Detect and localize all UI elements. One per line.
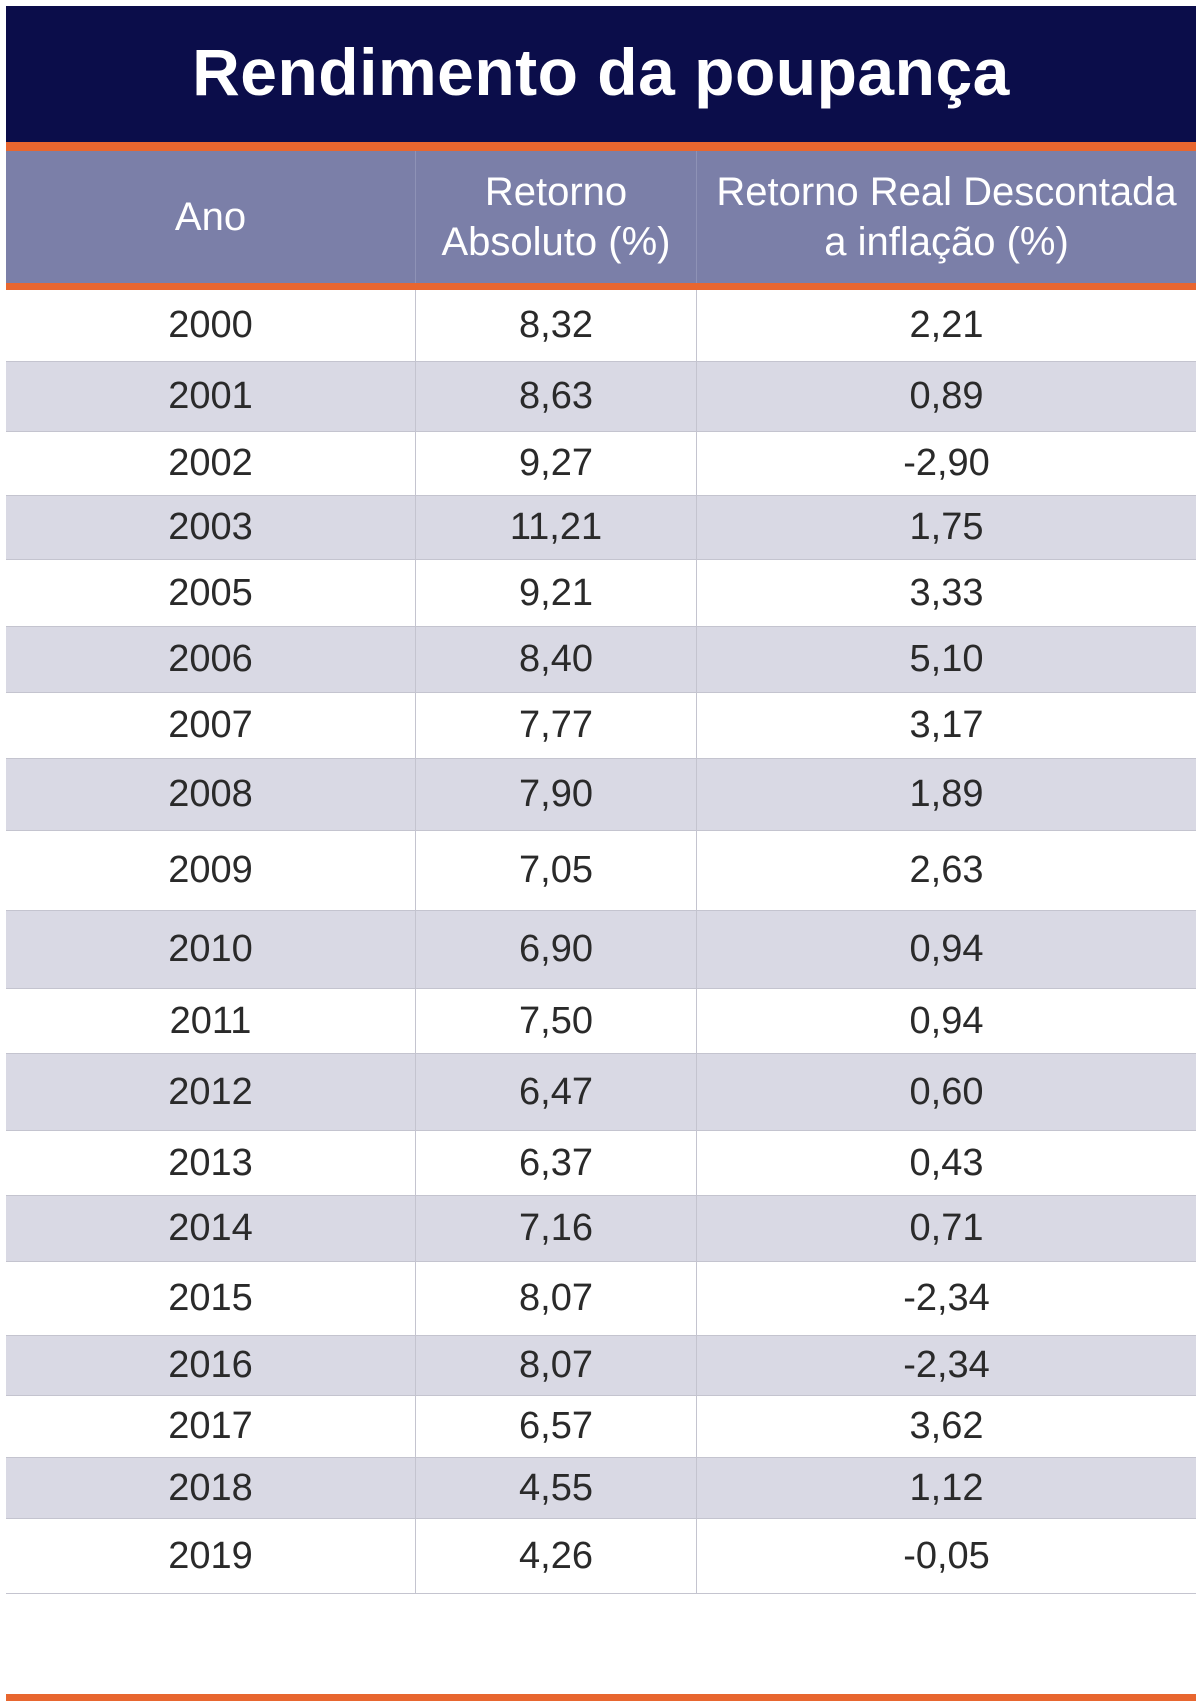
cell-real-return: -2,90 <box>696 432 1196 495</box>
cell-absolute-return: 7,16 <box>415 1196 696 1261</box>
cell-absolute-return: 7,50 <box>415 989 696 1053</box>
cell-absolute-return: 9,21 <box>415 560 696 626</box>
cell-real-return: 0,60 <box>696 1054 1196 1130</box>
cell-absolute-return: 8,07 <box>415 1262 696 1335</box>
cell-real-return: -2,34 <box>696 1336 1196 1395</box>
table-row: 2018 4,55 1,12 <box>6 1458 1196 1519</box>
cell-real-return: 0,43 <box>696 1131 1196 1195</box>
cell-absolute-return: 8,40 <box>415 627 696 692</box>
cell-real-return: 3,33 <box>696 560 1196 626</box>
cell-year: 2007 <box>168 704 253 746</box>
column-header-absolute-return: Retorno Absoluto (%) <box>415 151 696 283</box>
cell-year: 2010 <box>168 928 253 970</box>
cell-year: 2014 <box>168 1207 253 1249</box>
cell-absolute-return: 4,55 <box>415 1458 696 1518</box>
table-row: 2016 8,07 -2,34 <box>6 1336 1196 1396</box>
column-header-year: Ano <box>174 195 247 239</box>
cell-year: 2017 <box>168 1405 253 1447</box>
cell-year: 2000 <box>168 304 253 346</box>
cell-absolute-return: 8,07 <box>415 1336 696 1395</box>
table-row: 2014 7,16 0,71 <box>6 1196 1196 1262</box>
cell-absolute-return: 11,21 <box>415 496 696 559</box>
cell-year: 2003 <box>168 506 253 548</box>
table-row: 2013 6,37 0,43 <box>6 1131 1196 1196</box>
table-row: 2005 9,21 3,33 <box>6 560 1196 627</box>
table-row: 2015 8,07 -2,34 <box>6 1262 1196 1336</box>
bottom-border-line <box>6 1694 1196 1701</box>
table-row: 2019 4,26 -0,05 <box>6 1519 1196 1594</box>
cell-year: 2008 <box>168 773 253 815</box>
table-row: 2009 7,05 2,63 <box>6 831 1196 911</box>
table-row: 2007 7,77 3,17 <box>6 693 1196 759</box>
cell-real-return: 0,94 <box>696 911 1196 988</box>
table-row: 2006 8,40 5,10 <box>6 627 1196 693</box>
cell-absolute-return: 7,90 <box>415 759 696 830</box>
cell-year: 2006 <box>168 638 253 680</box>
cell-absolute-return: 8,32 <box>415 290 696 361</box>
cell-year: 2005 <box>168 571 253 614</box>
savings-table: Rendimento da poupança Ano Retorno Absol… <box>6 6 1196 1701</box>
cell-absolute-return: 4,26 <box>415 1519 696 1593</box>
cell-absolute-return: 7,05 <box>415 831 696 910</box>
cell-real-return: 0,89 <box>696 362 1196 431</box>
column-header-real-return: Retorno Real Descontada a inflação (%) <box>696 151 1196 283</box>
header-divider-line <box>6 283 1196 290</box>
table-row: 2008 7,90 1,89 <box>6 759 1196 831</box>
cell-real-return: 1,12 <box>696 1458 1196 1518</box>
table-row: 2017 6,57 3,62 <box>6 1396 1196 1458</box>
table-row: 2002 9,27 -2,90 <box>6 432 1196 496</box>
cell-real-return: -2,34 <box>696 1262 1196 1335</box>
cell-real-return: 2,63 <box>696 831 1196 910</box>
table-title-bar: Rendimento da poupança <box>6 6 1196 142</box>
cell-real-return: 1,89 <box>696 759 1196 830</box>
table-row: 2010 6,90 0,94 <box>6 911 1196 989</box>
cell-absolute-return: 6,90 <box>415 911 696 988</box>
cell-year: 2015 <box>168 1277 253 1319</box>
cell-absolute-return: 6,47 <box>415 1054 696 1130</box>
cell-real-return: 3,17 <box>696 693 1196 758</box>
table-row: 2003 11,21 1,75 <box>6 496 1196 560</box>
cell-real-return: 5,10 <box>696 627 1196 692</box>
cell-real-return: 0,71 <box>696 1196 1196 1261</box>
cell-year: 2018 <box>168 1466 253 1509</box>
cell-real-return: -0,05 <box>696 1519 1196 1593</box>
cell-real-return: 1,75 <box>696 496 1196 559</box>
cell-year: 2016 <box>168 1344 253 1386</box>
cell-year: 2013 <box>168 1141 253 1184</box>
table-row: 2000 8,32 2,21 <box>6 290 1196 362</box>
table-header-row: Ano Retorno Absoluto (%) Retorno Real De… <box>6 151 1196 283</box>
cell-year: 2011 <box>169 999 252 1042</box>
table-row: 2011 7,50 0,94 <box>6 989 1196 1054</box>
cell-real-return: 3,62 <box>696 1396 1196 1457</box>
cell-absolute-return: 6,37 <box>415 1131 696 1195</box>
table-row: 2012 6,47 0,60 <box>6 1054 1196 1131</box>
table-row: 2001 8,63 0,89 <box>6 362 1196 432</box>
cell-real-return: 2,21 <box>696 290 1196 361</box>
cell-year: 2009 <box>168 849 253 891</box>
cell-year: 2002 <box>168 442 253 484</box>
title-divider-line <box>6 142 1196 151</box>
table-title: Rendimento da poupança <box>192 35 1010 109</box>
cell-absolute-return: 9,27 <box>415 432 696 495</box>
cell-absolute-return: 6,57 <box>415 1396 696 1457</box>
cell-real-return: 0,94 <box>696 989 1196 1053</box>
cell-year: 2001 <box>168 375 253 417</box>
table-body: 2000 8,32 2,21 2001 8,63 0,89 2002 9,27 -2,90 200… <box>6 290 1196 1594</box>
cell-year: 2019 <box>168 1534 253 1577</box>
cell-year: 2012 <box>168 1070 253 1113</box>
cell-absolute-return: 7,77 <box>415 693 696 758</box>
cell-absolute-return: 8,63 <box>415 362 696 431</box>
